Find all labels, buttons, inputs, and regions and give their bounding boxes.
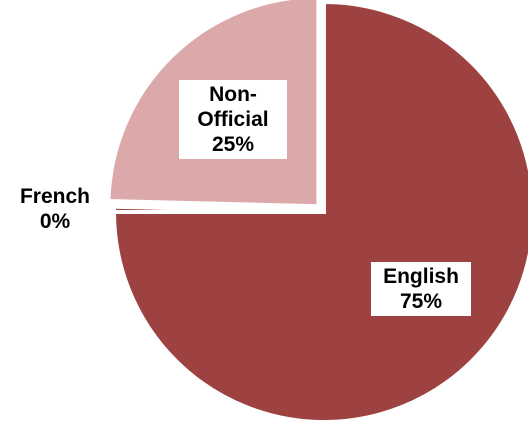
pie-slices	[106, 0, 528, 421]
label-french: French 0%	[19, 185, 90, 233]
pie-slice-french	[111, 204, 325, 214]
pie-slice-english	[111, 0, 528, 421]
label-english: English 75%	[371, 262, 471, 316]
label-non-official: Non- Official 25%	[179, 80, 287, 159]
